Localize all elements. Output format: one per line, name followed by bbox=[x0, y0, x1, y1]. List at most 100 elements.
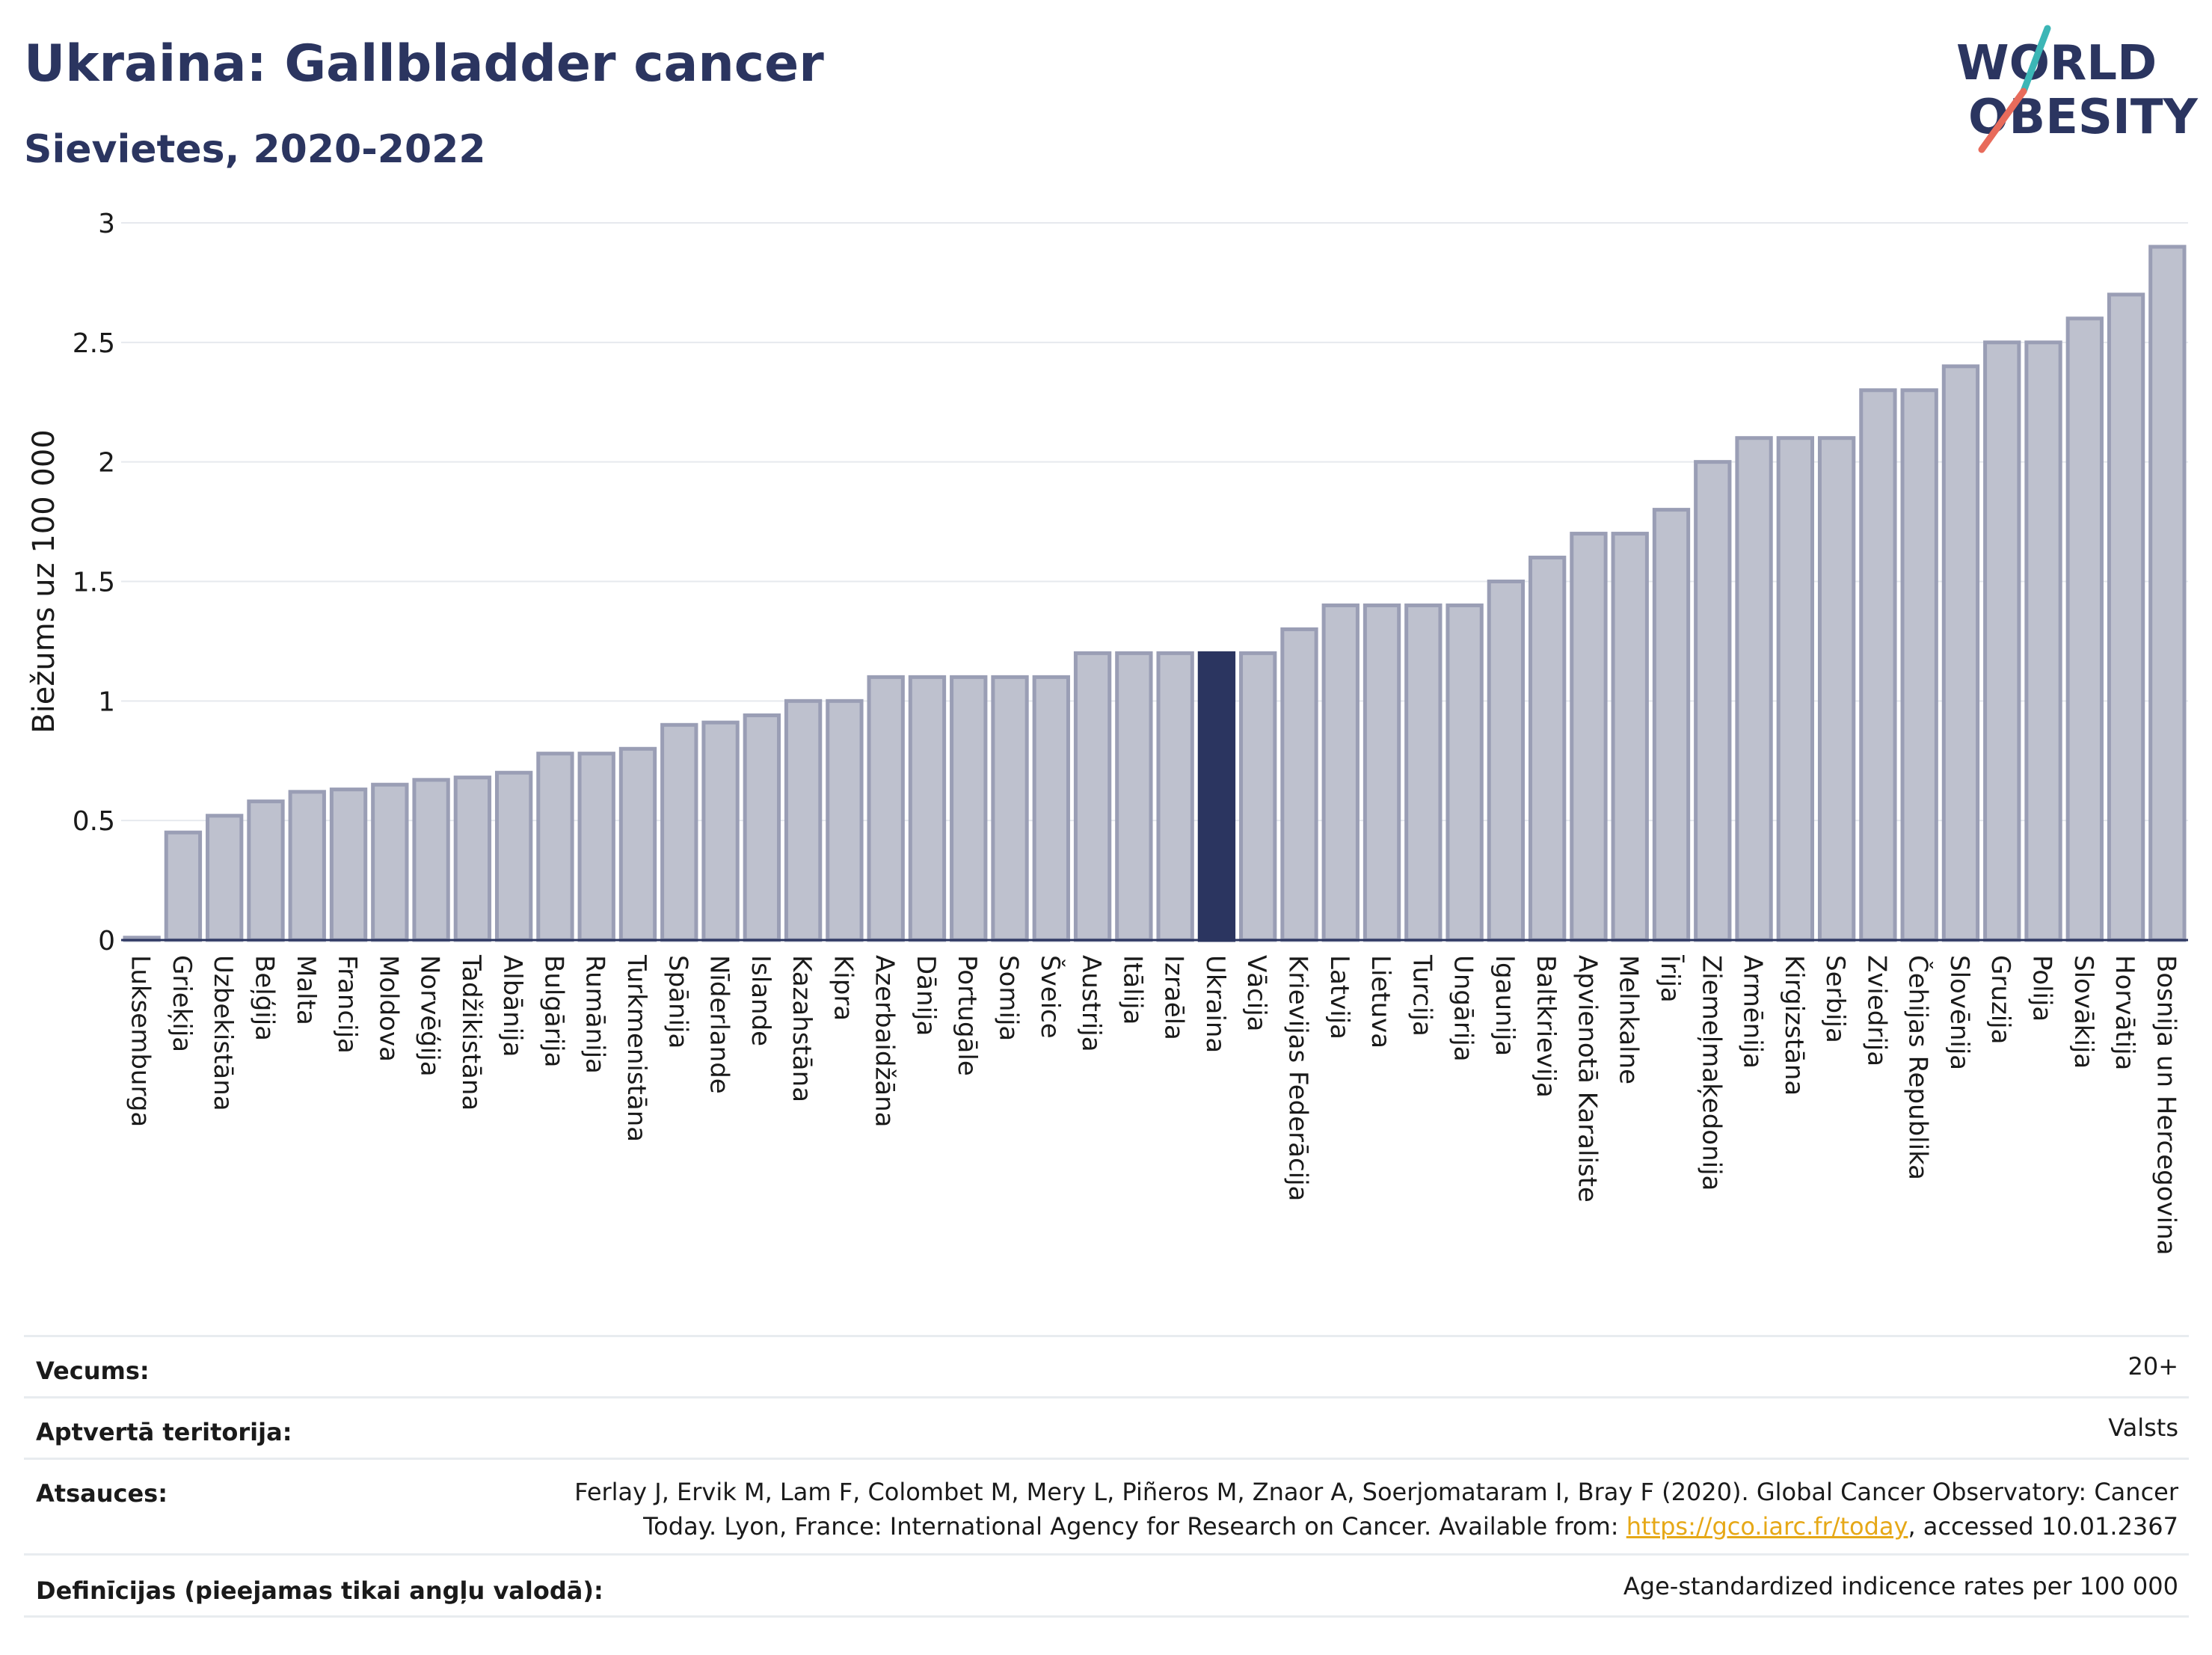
bar-polija bbox=[2024, 340, 2062, 942]
x-tick-label: Apvienotā Karaliste bbox=[1572, 955, 1602, 1203]
bar-nīderlande bbox=[701, 720, 740, 942]
references-link[interactable]: https://gco.iarc.fr/today bbox=[1626, 1512, 1908, 1541]
x-tick-label: Nīderlande bbox=[704, 955, 734, 1094]
bar-rumānija bbox=[577, 752, 615, 942]
x-tick-label: Kazahstāna bbox=[787, 955, 817, 1102]
bar-turkmenistāna bbox=[618, 746, 657, 942]
x-tick-label: Melnkalne bbox=[1614, 955, 1644, 1084]
world-obesity-logo: WORLD OBESITY bbox=[1956, 25, 2198, 153]
bar-albānija bbox=[494, 770, 533, 942]
bar-portugāle bbox=[950, 675, 988, 942]
references-text: Ferlay J, Ervik M, Lam F, Colombet M, Me… bbox=[574, 1475, 2178, 1544]
definitions-label: Definīcijas (pieejamas tikai angļu valod… bbox=[36, 1576, 603, 1605]
y-tick-label: 1.5 bbox=[73, 568, 115, 598]
x-tick-label: Zviedrija bbox=[1861, 955, 1891, 1066]
x-tick-label: Gruzija bbox=[1985, 955, 2015, 1044]
x-tick-label: Dānija bbox=[911, 955, 941, 1036]
bar-grieķija bbox=[164, 830, 203, 942]
coverage-value: Valsts bbox=[2108, 1413, 2178, 1442]
x-tick-label: Malta bbox=[291, 955, 321, 1025]
x-tick-label: Igaunija bbox=[1490, 955, 1520, 1056]
references-line-1: Ferlay J, Ervik M, Lam F, Colombet M, Me… bbox=[574, 1478, 2178, 1506]
bar-turcija bbox=[1404, 603, 1443, 942]
x-tick-label: Serbija bbox=[1820, 955, 1850, 1043]
bar-īrija bbox=[1652, 508, 1691, 942]
x-tick-label: Norvēģija bbox=[415, 955, 445, 1077]
x-tick-label: Azerbaidžāna bbox=[870, 955, 900, 1128]
info-row-age: Vecums: 20+ bbox=[24, 1335, 2189, 1398]
bar-somija bbox=[991, 675, 1029, 942]
x-tick-label: Spānija bbox=[663, 955, 692, 1048]
bar-francija bbox=[329, 787, 368, 942]
info-row-definitions: Definīcijas (pieejamas tikai angļu valod… bbox=[24, 1553, 2189, 1618]
x-tick-label: Vācija bbox=[1241, 955, 1271, 1032]
x-tick-label: Rumānija bbox=[580, 955, 610, 1074]
x-tick-label: Luksemburga bbox=[126, 955, 156, 1127]
x-tick-label: Tadžikistāna bbox=[456, 954, 486, 1111]
age-label: Vecums: bbox=[36, 1357, 150, 1385]
page-title: Ukraina: Gallbladder cancer bbox=[24, 34, 824, 93]
x-tick-label: Turcija bbox=[1407, 954, 1437, 1037]
bar-dānija bbox=[908, 675, 947, 942]
definitions-value: Age-standardized indicence rates per 100… bbox=[1623, 1572, 2178, 1600]
bar-chart: 0 0.5 1 1.5 2 2.5 3 Biežums uz 100 000 Luksembur… bbox=[27, 209, 2188, 1256]
bar-baltkrievija bbox=[1528, 556, 1567, 942]
bar-krievijas-federācija bbox=[1280, 627, 1318, 942]
x-tick-label: Islande bbox=[746, 955, 775, 1046]
references-line-2-end: , accessed 10.01.2367 bbox=[1908, 1512, 2178, 1541]
bar-ziemeļmaķedonija bbox=[1694, 460, 1732, 942]
bar-tadžikistāna bbox=[453, 776, 492, 942]
bar-kazahstāna bbox=[784, 698, 823, 942]
y-axis-label: Biežums uz 100 000 bbox=[27, 429, 61, 734]
x-tick-label: Horvātija bbox=[2110, 955, 2139, 1070]
bar-azerbaidžāna bbox=[867, 675, 905, 942]
bar-vācija bbox=[1239, 651, 1277, 942]
y-tick-label: 1 bbox=[98, 687, 115, 717]
x-tick-label: Beļģija bbox=[249, 955, 279, 1041]
x-tick-label: Turkmenistāna bbox=[621, 954, 651, 1142]
bar-uzbekistāna bbox=[206, 814, 244, 942]
bar-latvija bbox=[1321, 603, 1360, 942]
references-line-2: Today. Lyon, France: International Agenc… bbox=[574, 1509, 2178, 1544]
bar-ukraina bbox=[1197, 651, 1236, 942]
x-tick-label: Ziemeļmaķedonija bbox=[1696, 955, 1726, 1191]
bar-moldova bbox=[371, 782, 409, 942]
bar-islande bbox=[743, 713, 781, 942]
x-tick-label: Moldova bbox=[373, 955, 403, 1062]
x-tick-label: Kipra bbox=[828, 955, 858, 1021]
x-tick-label: Baltkrievija bbox=[1531, 955, 1561, 1098]
info-row-references: Atsauces: Ferlay J, Ervik M, Lam F, Colo… bbox=[24, 1458, 2189, 1556]
x-tick-label: Portugāle bbox=[952, 955, 982, 1076]
bar-slovākija bbox=[2065, 316, 2104, 942]
bar-bulgārija bbox=[536, 752, 574, 942]
bar-gruzija bbox=[1983, 340, 2021, 942]
x-tick-label: Bulgārija bbox=[538, 955, 568, 1067]
bar-šveice bbox=[1032, 675, 1070, 942]
x-tick-label: Šveice bbox=[1035, 955, 1066, 1039]
x-tick-label: Kirgizstāna bbox=[1779, 955, 1809, 1096]
bar-slovēnija bbox=[1941, 364, 1980, 942]
bar-armēnija bbox=[1735, 436, 1773, 942]
x-tick-label: Ukraina bbox=[1200, 955, 1230, 1053]
x-tick-label: Albānija bbox=[497, 955, 527, 1057]
bar-malta bbox=[288, 790, 326, 942]
bar-ungārija bbox=[1446, 603, 1484, 942]
info-row-coverage: Aptvertā teritorija: Valsts bbox=[24, 1396, 2189, 1460]
x-tick-label: Austrija bbox=[1076, 955, 1106, 1052]
y-tick-label: 2.5 bbox=[73, 328, 115, 359]
references-line-2-start: Today. Lyon, France: International Agenc… bbox=[643, 1512, 1626, 1541]
bar-apvienotā-karaliste bbox=[1570, 532, 1608, 942]
x-tick-label: Francija bbox=[332, 955, 362, 1054]
bar-izraēla bbox=[1156, 651, 1194, 942]
logo-line-1: WORLD bbox=[1956, 36, 2157, 91]
bar-igaunija bbox=[1487, 580, 1526, 942]
bar-serbija bbox=[1817, 436, 1856, 942]
bar-kipra bbox=[826, 698, 864, 942]
x-tick-label: Lietuva bbox=[1365, 955, 1395, 1048]
bar-norvēģija bbox=[412, 778, 450, 942]
bar-kirgizstāna bbox=[1776, 436, 1815, 942]
x-tick-label: Latvija bbox=[1324, 955, 1354, 1040]
x-tick-label: Grieķija bbox=[167, 955, 197, 1052]
x-tick-label: Polija bbox=[2027, 955, 2057, 1022]
bar-čehijas-republika bbox=[1900, 388, 1938, 942]
